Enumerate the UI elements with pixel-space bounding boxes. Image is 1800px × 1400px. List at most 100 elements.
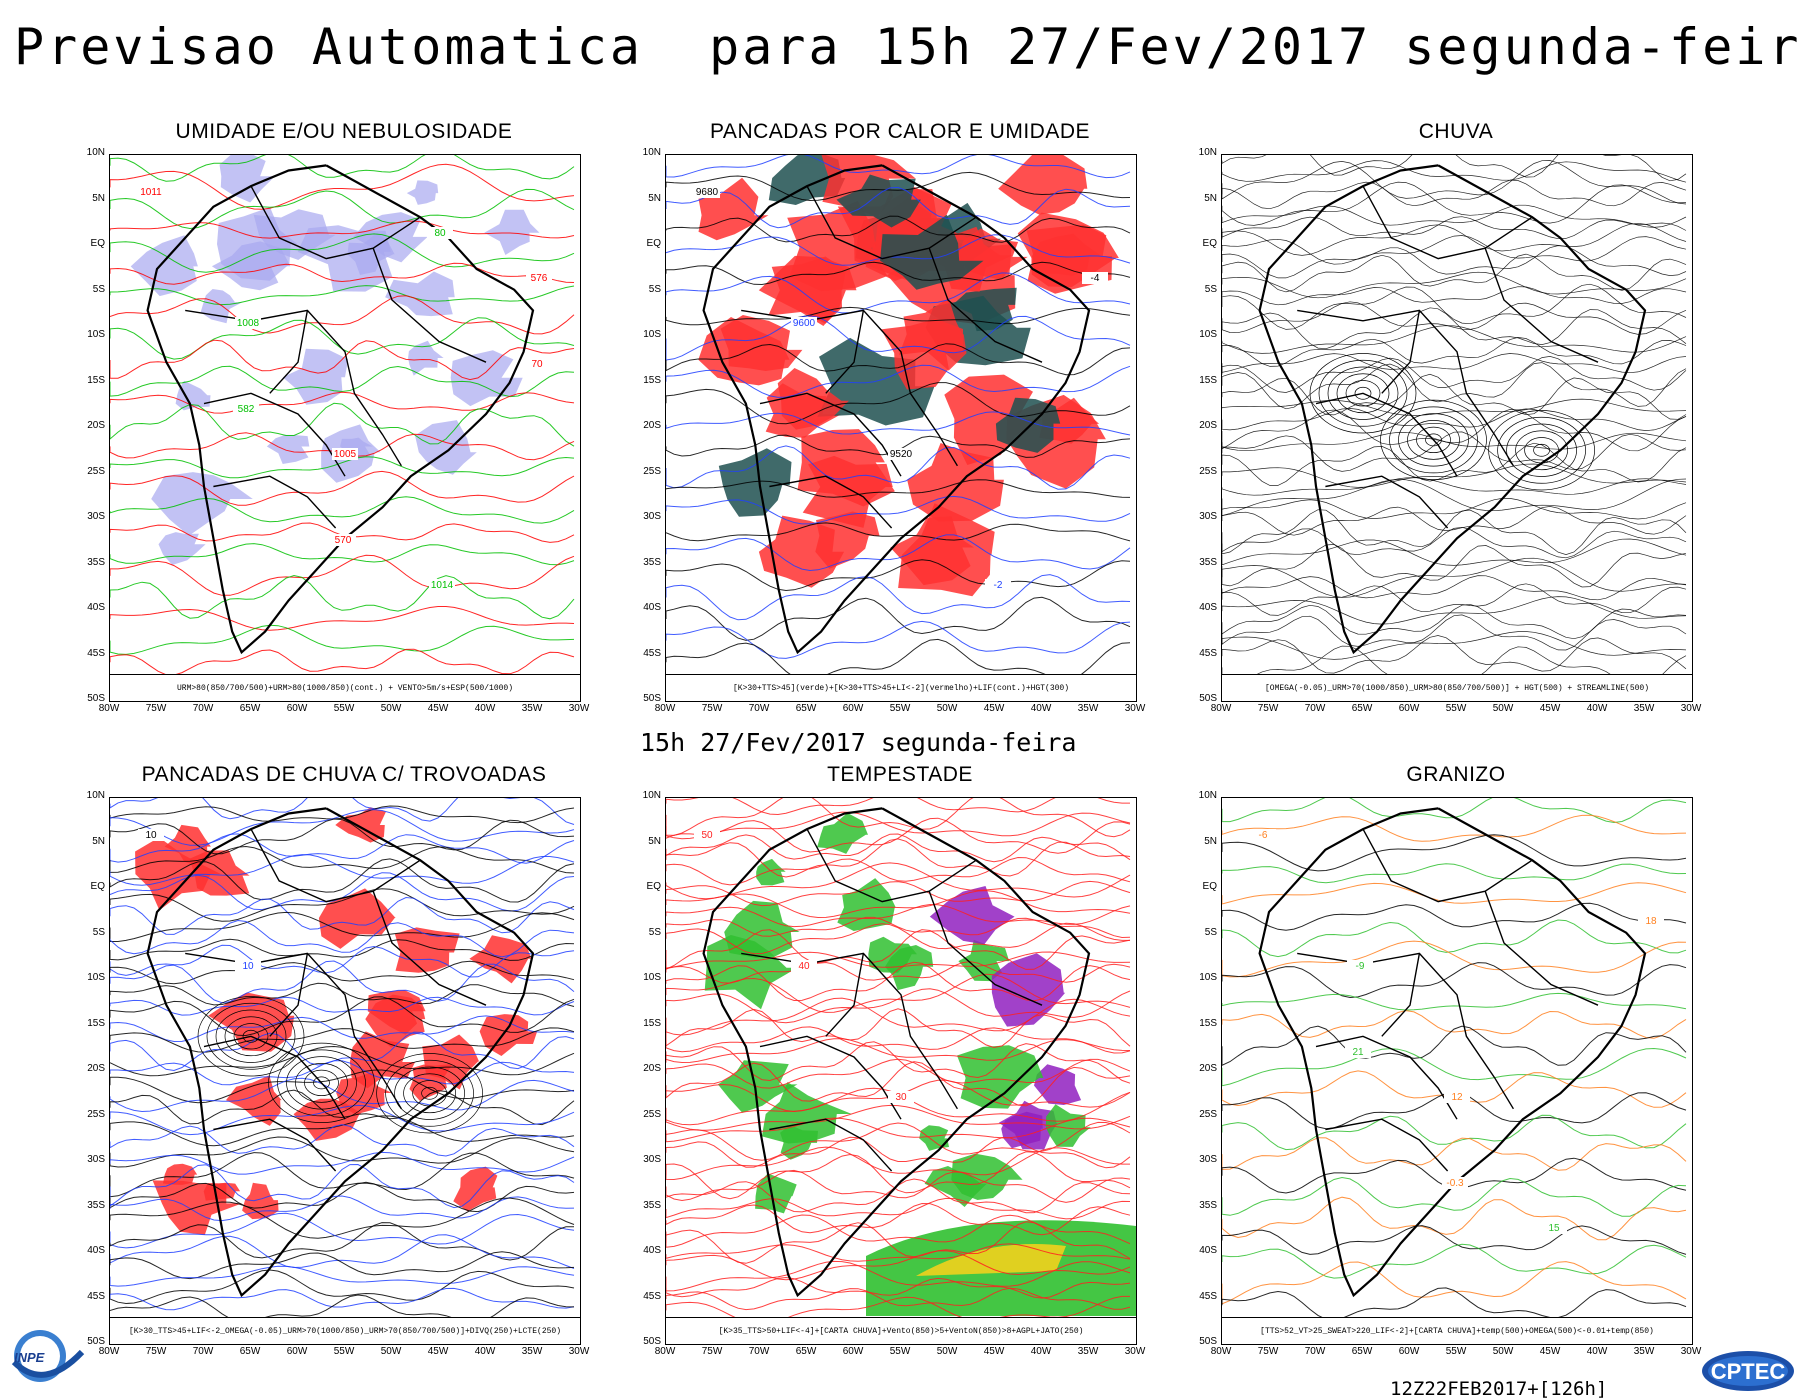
country-border <box>1362 828 1533 903</box>
lon-tick-label: 65W <box>795 1346 817 1357</box>
vortex-ring <box>233 1023 269 1050</box>
contour-line <box>1222 575 1687 601</box>
contour-line <box>1222 1261 1687 1305</box>
lon-tick-label: 50W <box>380 1346 402 1357</box>
contour-label: -0.3 <box>1442 1177 1468 1189</box>
vortex-ring <box>1345 380 1381 407</box>
contour-line <box>666 1250 1131 1281</box>
country-border <box>806 185 977 260</box>
contour-line <box>110 1151 575 1175</box>
contour-line <box>110 606 575 631</box>
lat-tick-label: 15S <box>1199 374 1217 386</box>
contour-line <box>110 960 575 985</box>
contour-line <box>110 1197 575 1239</box>
contour-line <box>666 798 1130 816</box>
lat-tick-label: 20S <box>1199 420 1217 431</box>
contour-line <box>1222 431 1687 452</box>
shaded-area <box>898 503 995 597</box>
lat-tick-label: 20S <box>643 420 661 431</box>
lon-tick-label: 65W <box>795 703 817 714</box>
shaded-area <box>406 180 439 205</box>
lon-tick-label: 65W <box>239 703 261 714</box>
lon-tick-label: 65W <box>1351 703 1373 714</box>
vortex-ring <box>1407 420 1460 460</box>
lat-tick-label: 5S <box>92 926 105 938</box>
contour-line <box>666 479 1131 498</box>
contour-line <box>666 315 1131 361</box>
contour-line <box>666 856 1131 886</box>
lat-tick-label: 40S <box>643 602 661 613</box>
lon-tick-label: 40W <box>1030 1346 1052 1357</box>
shaded-area <box>175 380 211 411</box>
contour-line <box>1222 583 1687 616</box>
contour-line <box>666 1276 1131 1299</box>
contour-label: 80 <box>427 227 453 239</box>
lon-tick-label: 60W <box>842 1346 864 1357</box>
lon-tick-label: 35W <box>1633 1346 1655 1357</box>
shaded-area <box>408 340 444 376</box>
lon-tick-label: 75W <box>145 1346 167 1357</box>
country-border <box>806 828 977 903</box>
contour-line <box>110 220 575 239</box>
contour-line <box>110 402 575 447</box>
lon-tick-label: 80W <box>1210 703 1232 714</box>
country-border <box>213 1118 337 1172</box>
vortex-ring <box>1380 399 1487 480</box>
lat-tick-label: 25S <box>87 465 105 477</box>
shaded-area <box>698 177 769 241</box>
contour-line <box>110 470 575 506</box>
shaded-area <box>347 232 395 275</box>
cptec-logo: CPTEC <box>1700 1348 1796 1394</box>
contour-line <box>666 364 1131 398</box>
contour-line <box>110 1212 575 1249</box>
country-border <box>928 247 1043 363</box>
contour-line <box>666 988 1131 1024</box>
contour-line <box>1222 882 1687 905</box>
vortex-ring <box>1389 406 1478 474</box>
shaded-area <box>1045 1104 1091 1147</box>
vortex-ring <box>197 996 305 1077</box>
contour-line <box>1222 919 1687 958</box>
lat-tick-label: 10N <box>86 147 105 158</box>
contour-line <box>1222 603 1687 640</box>
lat-tick-label: 45S <box>87 647 105 659</box>
contour-line <box>110 919 575 958</box>
contour-line <box>1222 1176 1687 1217</box>
lat-tick-label: 10N <box>1198 790 1217 801</box>
lon-tick-label: 40W <box>474 703 496 714</box>
shaded-area <box>282 348 349 405</box>
vortex-ring <box>277 1049 366 1117</box>
contour-line <box>110 888 575 922</box>
lat-tick-label: 50S <box>1199 693 1217 704</box>
lon-tick-label: 35W <box>521 1346 543 1357</box>
contour-line <box>1222 635 1687 674</box>
lon-tick-label: 30W <box>568 703 590 714</box>
shaded-area <box>817 812 868 854</box>
contour-line <box>666 973 1131 1013</box>
panel-legend: [K>35_TTS>50+LIF<-4]+[CARTA CHUVA]+Vento… <box>666 1317 1136 1344</box>
map-canvas: 9680 9600 9520 -2 -4 <box>666 155 1131 681</box>
shaded-area <box>998 155 1088 215</box>
lat-tick-label: 45S <box>87 1290 105 1302</box>
lat-tick-label: 5N <box>1204 192 1217 204</box>
contour-line <box>110 1069 575 1104</box>
lon-tick-label: 60W <box>842 703 864 714</box>
shaded-area <box>211 241 291 291</box>
country-border <box>1325 1118 1449 1172</box>
contour-line <box>110 554 575 596</box>
contour-line <box>110 522 575 543</box>
model-run-label: 12Z22FEB2017+[126h] <box>1390 1378 1608 1400</box>
shaded-area <box>944 374 1043 465</box>
contour-line <box>666 997 1131 1036</box>
panel-title-3: CHUVA <box>1418 120 1494 143</box>
svg-text:80: 80 <box>434 228 446 239</box>
contour-line <box>1222 325 1687 354</box>
lat-tick-label: 15S <box>643 374 661 386</box>
lon-tick-label: 60W <box>1398 703 1420 714</box>
continent-outline <box>146 164 535 655</box>
contour-label: 40 <box>791 960 817 972</box>
panel-title-6: GRANIZO <box>1406 763 1506 786</box>
lon-tick-label: 45W <box>427 1346 449 1357</box>
lat-tick-label: 30S <box>1199 511 1217 522</box>
contour-line <box>1222 506 1687 536</box>
